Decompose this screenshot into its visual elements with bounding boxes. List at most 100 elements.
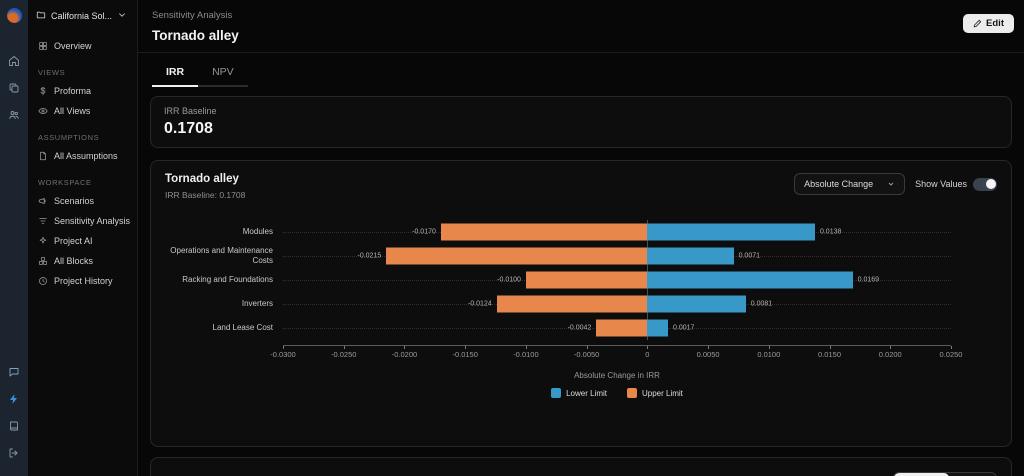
sidebar-item-project-ai[interactable]: Project AI — [36, 231, 129, 251]
axis-tick-label: 0.0050 — [696, 350, 720, 359]
axis-tick-label: -0.0100 — [513, 350, 539, 359]
tornado-row: Modules -0.0170 0.0138 — [165, 220, 997, 244]
absolute-percent-segmented: AbsolutePercent — [893, 472, 997, 476]
category-label: Operations and Maintenance Costs — [170, 246, 273, 265]
chevron-down-icon — [117, 10, 127, 22]
tab-npv[interactable]: NPV — [198, 61, 248, 87]
axis-tick — [829, 346, 831, 349]
axis-tick-label: 0 — [645, 350, 650, 359]
edit-button[interactable]: Edit — [963, 14, 1014, 33]
tornado-row: Inverters -0.0124 0.0081 — [165, 292, 997, 316]
category-label: Inverters — [241, 299, 273, 308]
sidebar-item-all-views[interactable]: All Views — [36, 101, 129, 121]
lower-value-label: 0.0017 — [673, 324, 695, 332]
legend-swatch — [627, 388, 637, 398]
book-icon[interactable] — [8, 419, 21, 432]
tab-irr[interactable]: IRR — [152, 61, 199, 87]
icon-rail — [0, 0, 28, 476]
category-label: Land Lease Cost — [212, 323, 274, 332]
sidebar-item-scenarios[interactable]: Scenarios — [36, 191, 129, 211]
lower-limit-bar — [647, 223, 815, 241]
change-mode-dropdown[interactable]: Absolute Change — [794, 173, 906, 195]
axis-tick-label: -0.0150 — [452, 350, 478, 359]
chart-card-header: Tornado alley IRR Baseline: 0.1708 Absol… — [165, 173, 997, 200]
tab-bar: IRR NPV — [152, 61, 1012, 87]
absolute-button[interactable]: Absolute — [894, 473, 949, 476]
axis-tick — [647, 346, 649, 349]
axis-tick-label: 0.0100 — [757, 350, 781, 359]
baseline-value: 0.1708 — [164, 120, 213, 137]
tornado-chart-card: Tornado alley IRR Baseline: 0.1708 Absol… — [150, 160, 1012, 447]
project-name: California Sol... — [51, 11, 113, 21]
blocks-icon — [38, 256, 48, 266]
legend-item-lower-limit[interactable]: Lower Limit — [551, 388, 607, 398]
sidebar-item-project-history[interactable]: Project History — [36, 271, 129, 291]
axis-tick — [343, 346, 345, 349]
section-label: WORKSPACE — [38, 178, 92, 187]
lower-value-label: 0.0169 — [857, 276, 880, 284]
sidebar-item-proforma[interactable]: Proforma — [36, 81, 129, 101]
show-values-control: Show Values — [915, 177, 997, 191]
irr-baseline-card: IRR Baseline 0.1708 — [150, 96, 1012, 148]
sidebar-item-overview[interactable]: Overview — [36, 36, 129, 56]
lower-value-label: 0.0081 — [750, 300, 773, 308]
axis-tick — [525, 346, 527, 349]
axis-tick-label: 0.0200 — [878, 350, 902, 359]
bolt-icon[interactable] — [8, 392, 21, 405]
sidebar-item-all-assumptions[interactable]: All Assumptions — [36, 146, 129, 166]
axis-tick — [586, 346, 588, 349]
category-label: Racking and Foundations — [182, 275, 273, 284]
eye-icon — [38, 106, 48, 116]
lower-value-label: 0.0138 — [819, 228, 842, 236]
axis-tick-label: 0.0150 — [818, 350, 842, 359]
upper-limit-bar — [525, 271, 648, 289]
app-logo[interactable] — [6, 8, 22, 23]
upper-value-label: -0.0100 — [497, 276, 521, 284]
tornado-row: Land Lease Cost -0.0042 0.0017 — [165, 316, 997, 340]
axis-tick — [465, 346, 467, 349]
chart-title: Tornado alley — [165, 173, 239, 185]
home-icon[interactable] — [8, 54, 21, 67]
sparkle-icon — [38, 236, 48, 246]
upper-limit-bar — [440, 223, 648, 241]
upper-value-label: -0.0170 — [412, 228, 436, 236]
dollar-icon — [38, 86, 48, 96]
logout-icon[interactable] — [8, 446, 21, 459]
upper-value-label: -0.0124 — [468, 300, 492, 308]
page-title: Tornado alley — [152, 28, 239, 43]
category-label: Modules — [242, 227, 273, 236]
layers-icon[interactable] — [8, 81, 21, 94]
upper-value-label: -0.0215 — [357, 252, 382, 260]
tornado-chart: Modules -0.0170 0.0138 Operations and Maint… — [165, 220, 997, 398]
legend-item-upper-limit[interactable]: Upper Limit — [627, 388, 683, 398]
x-axis: -0.0300 -0.0250 -0.0200 -0.0150 -0.0100 -0.00… — [270, 345, 962, 361]
sidebar-item-sensitivity-analysis[interactable]: Sensitivity Analysis — [36, 211, 130, 231]
axis-tick — [951, 346, 952, 349]
megaphone-icon — [38, 196, 48, 206]
filter-icon — [38, 216, 48, 226]
axis-tick — [768, 346, 770, 349]
clock-icon — [38, 276, 48, 286]
sidebar: California Sol... Overview VIEWS Proforma… — [28, 0, 138, 476]
users-icon[interactable] — [8, 108, 21, 121]
project-selector[interactable]: California Sol... — [36, 10, 129, 22]
tornado-rows: Modules -0.0170 0.0138 Operations and Maint… — [165, 220, 997, 340]
breadcrumb: Sensitivity Analysis — [152, 10, 233, 21]
sidebar-item-all-blocks[interactable]: All Blocks — [36, 251, 129, 271]
main-content: Sensitivity Analysis Tornado alley Edit … — [138, 0, 1024, 476]
show-values-toggle[interactable] — [973, 177, 997, 191]
axis-tick — [890, 346, 892, 349]
upper-value-label: -0.0042 — [567, 324, 592, 332]
chat-icon[interactable] — [8, 365, 21, 378]
chart-subtitle: IRR Baseline: 0.1708 — [165, 190, 246, 200]
show-values-label: Show Values — [915, 179, 967, 189]
lower-value-label: 0.0071 — [738, 252, 761, 260]
baseline-label: IRR Baseline — [164, 106, 217, 116]
upper-limit-bar — [596, 319, 648, 337]
axis-tick — [404, 346, 406, 349]
upper-limit-bar — [496, 295, 648, 313]
chevron-down-icon — [888, 182, 894, 186]
grid-icon — [38, 41, 48, 51]
axis-tick-label: -0.0250 — [331, 350, 357, 359]
lower-limit-bar — [647, 295, 746, 313]
